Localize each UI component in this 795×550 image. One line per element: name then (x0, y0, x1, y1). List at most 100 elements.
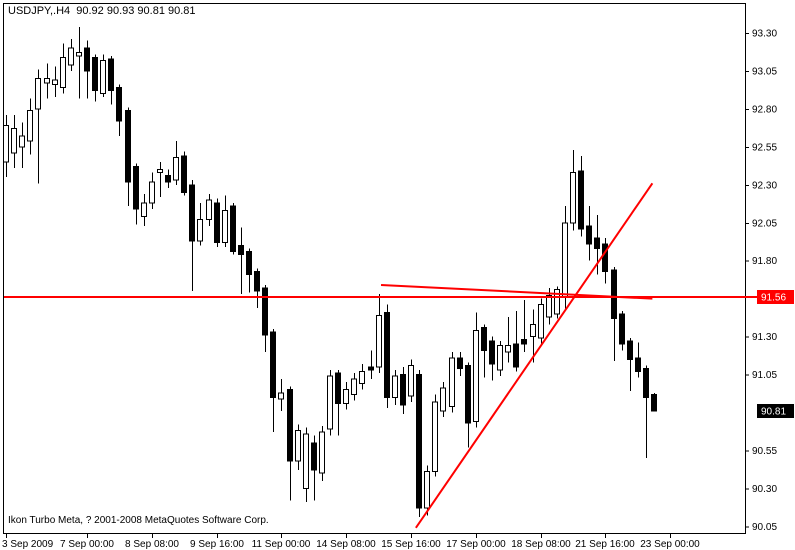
candle (116, 84, 122, 137)
candle (465, 362, 471, 448)
candle (125, 107, 131, 207)
candle (214, 198, 220, 248)
candle-body-bear (400, 374, 406, 406)
candle-body-bear (384, 311, 390, 398)
candle (27, 98, 33, 155)
candle-body-bear (627, 340, 633, 360)
candle (570, 149, 576, 231)
candle-body-bear (465, 364, 471, 424)
candle-body-bear (635, 357, 641, 373)
candle (173, 140, 179, 185)
candle-body-bear (246, 251, 252, 275)
candle (432, 394, 438, 477)
candle-body-bull (60, 56, 66, 89)
candle (262, 284, 268, 352)
candle (513, 310, 519, 372)
candle (238, 227, 244, 295)
candle-body-bear (611, 269, 617, 319)
date-axis-label: 21 Sep 16:00 (575, 539, 635, 550)
candle (449, 351, 455, 413)
candle (416, 369, 422, 518)
copyright-text: Ikon Turbo Meta, ? 2001-2008 MetaQuotes … (8, 515, 269, 526)
date-axis-labels: 3 Sep 2009 7 Sep 00:00 8 Sep 08:00 9 Sep 16… (2, 534, 700, 550)
candle (319, 426, 325, 481)
candle-body-bull (44, 78, 50, 84)
candle-body-bear (133, 166, 139, 210)
candle (384, 304, 390, 408)
candle-body-bull (319, 431, 325, 474)
candle (327, 369, 333, 436)
candle-body-bear (92, 56, 98, 92)
candle-body-bear (189, 184, 195, 242)
candle-body-bear (368, 366, 374, 371)
candle-body-bull (376, 314, 382, 368)
candle (278, 379, 284, 411)
candle-body-bull (52, 79, 58, 86)
candle (11, 114, 17, 169)
candle (100, 54, 106, 97)
candle-body-bear (238, 245, 244, 256)
candle (68, 39, 74, 71)
candle (440, 382, 446, 418)
candle-body-bull (570, 172, 576, 224)
candle-body-bull (19, 135, 25, 148)
candle-body-bull (392, 375, 398, 398)
candle (133, 163, 139, 225)
candle (400, 366, 406, 415)
candle (230, 203, 236, 255)
candle-body-bear (489, 340, 495, 365)
candle (538, 298, 544, 345)
candle (505, 316, 511, 363)
candle-body-bull (408, 364, 414, 397)
candle-body-bear (513, 343, 519, 368)
date-axis-label: 15 Sep 16:00 (381, 539, 441, 550)
candle (619, 310, 625, 351)
candle-body-bear (521, 339, 527, 345)
candle-body-bull (424, 471, 430, 509)
candle (335, 369, 341, 436)
candle (270, 329, 276, 433)
candle (351, 373, 357, 401)
candle (3, 114, 9, 178)
candle-body-bear (651, 393, 657, 412)
trendline-descending[interactable] (380, 283, 653, 300)
plot-border (3, 3, 746, 534)
price-axis-label: 92.05 (752, 218, 777, 229)
candle-body-bull (278, 392, 284, 400)
candle-body-bull (473, 330, 479, 423)
candle-body-bull (449, 357, 455, 407)
candle-body-bull (3, 125, 9, 163)
candle (586, 206, 592, 261)
trendline-ascending[interactable] (415, 182, 654, 529)
candle (181, 151, 187, 196)
date-axis-label: 14 Sep 08:00 (316, 539, 376, 550)
candle (141, 193, 147, 226)
candle-body-bear (594, 237, 600, 250)
candle-body-bear (262, 287, 268, 336)
candle (222, 195, 228, 248)
candle (473, 312, 479, 428)
candle-body-bear (335, 372, 341, 404)
candle (602, 237, 608, 284)
candle-body-bear (619, 313, 625, 345)
candle-body-bear (578, 170, 584, 230)
candle-body-bear (270, 331, 276, 398)
candle (627, 338, 633, 392)
candle (76, 26, 82, 99)
candle (44, 63, 50, 99)
date-axis-label: 11 Sep 00:00 (252, 539, 311, 550)
candle-body-bear (416, 374, 422, 509)
candle (287, 386, 293, 501)
candle (611, 266, 617, 361)
candle-body-bull (554, 289, 560, 315)
candle-body-bear (311, 442, 317, 471)
price-axis-label: 92.30 (752, 180, 777, 191)
price-axis-label: 90.55 (752, 446, 777, 457)
date-axis-label: 3 Sep 2009 (2, 539, 54, 550)
candle (108, 55, 114, 105)
price-axis-label: 91.30 (752, 332, 777, 343)
candle-body-bear (125, 109, 131, 183)
candle-body-bear (181, 155, 187, 193)
candle-body-bull (562, 222, 568, 298)
